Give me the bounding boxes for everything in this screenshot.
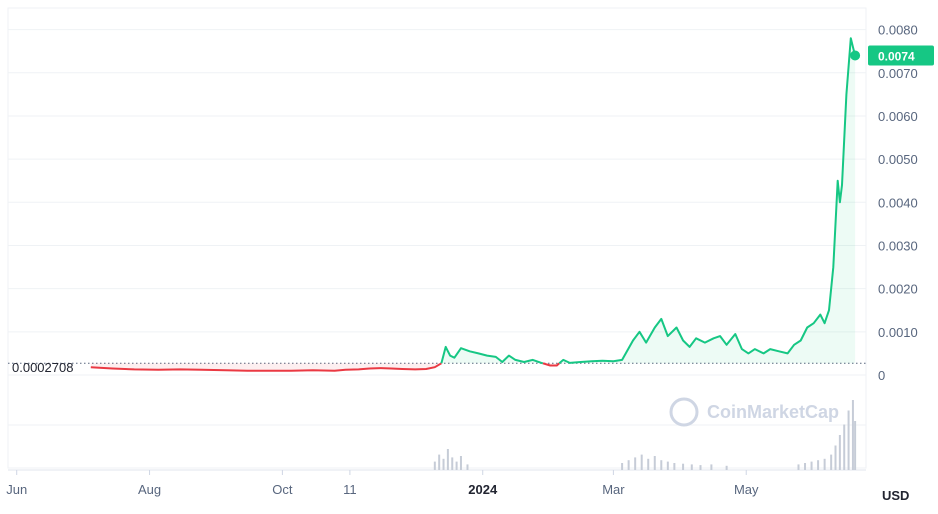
price-line-down xyxy=(542,362,560,367)
current-price-dot xyxy=(850,50,861,61)
volume-bar xyxy=(851,400,854,470)
x-tick-label: May xyxy=(734,482,759,497)
price-line-down xyxy=(90,362,442,372)
y-tick-label: 0.0050 xyxy=(878,152,918,167)
volume-bar xyxy=(843,424,846,470)
volume-bar xyxy=(455,461,458,470)
volume-bar xyxy=(710,464,713,470)
y-tick-label: 0.0060 xyxy=(878,109,918,124)
current-price-marker: 0.0074 xyxy=(850,45,934,66)
volume-bar xyxy=(640,454,643,470)
y-axis: 0 0.0010 0.0020 0.0030 0.0040 0.0050 0.0060 0.0… xyxy=(878,23,918,383)
price-area-fill xyxy=(559,38,856,364)
volume-bar xyxy=(854,421,857,470)
volume-bar xyxy=(804,463,807,470)
volume-bar xyxy=(823,458,826,470)
y-tick-label: 0.0080 xyxy=(878,23,918,38)
x-axis: Jun Aug Oct 11 2024 Mar May xyxy=(6,470,759,497)
price-line-up xyxy=(440,345,544,365)
volume-bar xyxy=(682,463,685,470)
volume-bar xyxy=(647,458,650,470)
y-tick-label: 0.0010 xyxy=(878,325,918,340)
price-area xyxy=(90,38,856,371)
volume-bar xyxy=(699,465,702,470)
volume-bar xyxy=(634,457,637,470)
price-line-up xyxy=(558,37,857,365)
volume-bar xyxy=(810,461,813,470)
volume-bar xyxy=(653,456,656,470)
reference-price-label: 0.0002708 xyxy=(12,360,73,375)
watermark-text: CoinMarketCap xyxy=(707,402,839,422)
volume-bar xyxy=(673,463,676,470)
volume-bar xyxy=(847,410,850,470)
x-tick-label: 11 xyxy=(343,482,357,497)
volume-bar xyxy=(830,454,833,470)
volume-bar xyxy=(725,465,728,470)
currency-unit-label: USD xyxy=(882,488,909,503)
x-tick-label: Mar xyxy=(602,482,625,497)
current-price-badge xyxy=(868,45,934,66)
current-price-label: 0.0074 xyxy=(878,49,915,63)
grid xyxy=(7,7,867,471)
price-series xyxy=(90,37,857,372)
volume-bar xyxy=(446,449,449,470)
volume-bar xyxy=(627,460,630,470)
volume-bar xyxy=(797,464,800,470)
volume-bar xyxy=(433,461,436,470)
x-tick-label: Aug xyxy=(138,482,161,497)
volume-bar xyxy=(442,458,445,470)
volume-bars xyxy=(433,400,857,470)
y-tick-label: 0.0070 xyxy=(878,66,918,81)
volume-bar xyxy=(438,454,441,470)
volume-bar xyxy=(817,460,820,470)
x-tick-label: Oct xyxy=(272,482,293,497)
y-tick-label: 0.0040 xyxy=(878,195,918,210)
plot-frame xyxy=(7,7,867,469)
volume-bar xyxy=(466,464,469,470)
volume-bar xyxy=(660,460,663,470)
coinmarketcap-logo-icon xyxy=(669,397,699,427)
volume-bar xyxy=(621,463,624,470)
y-tick-label: 0.0020 xyxy=(878,282,918,297)
volume-bar xyxy=(838,435,841,470)
x-tick-label: Jun xyxy=(6,482,27,497)
volume-bar xyxy=(459,456,462,470)
x-tick-label: 2024 xyxy=(468,482,498,497)
y-tick-label: 0.0030 xyxy=(878,238,918,253)
volume-bar xyxy=(451,457,454,470)
volume-bar xyxy=(834,445,837,470)
volume-bar xyxy=(666,461,669,470)
watermark: CoinMarketCap xyxy=(669,397,839,427)
y-tick-label: 0 xyxy=(878,368,885,383)
volume-bar xyxy=(690,464,693,470)
